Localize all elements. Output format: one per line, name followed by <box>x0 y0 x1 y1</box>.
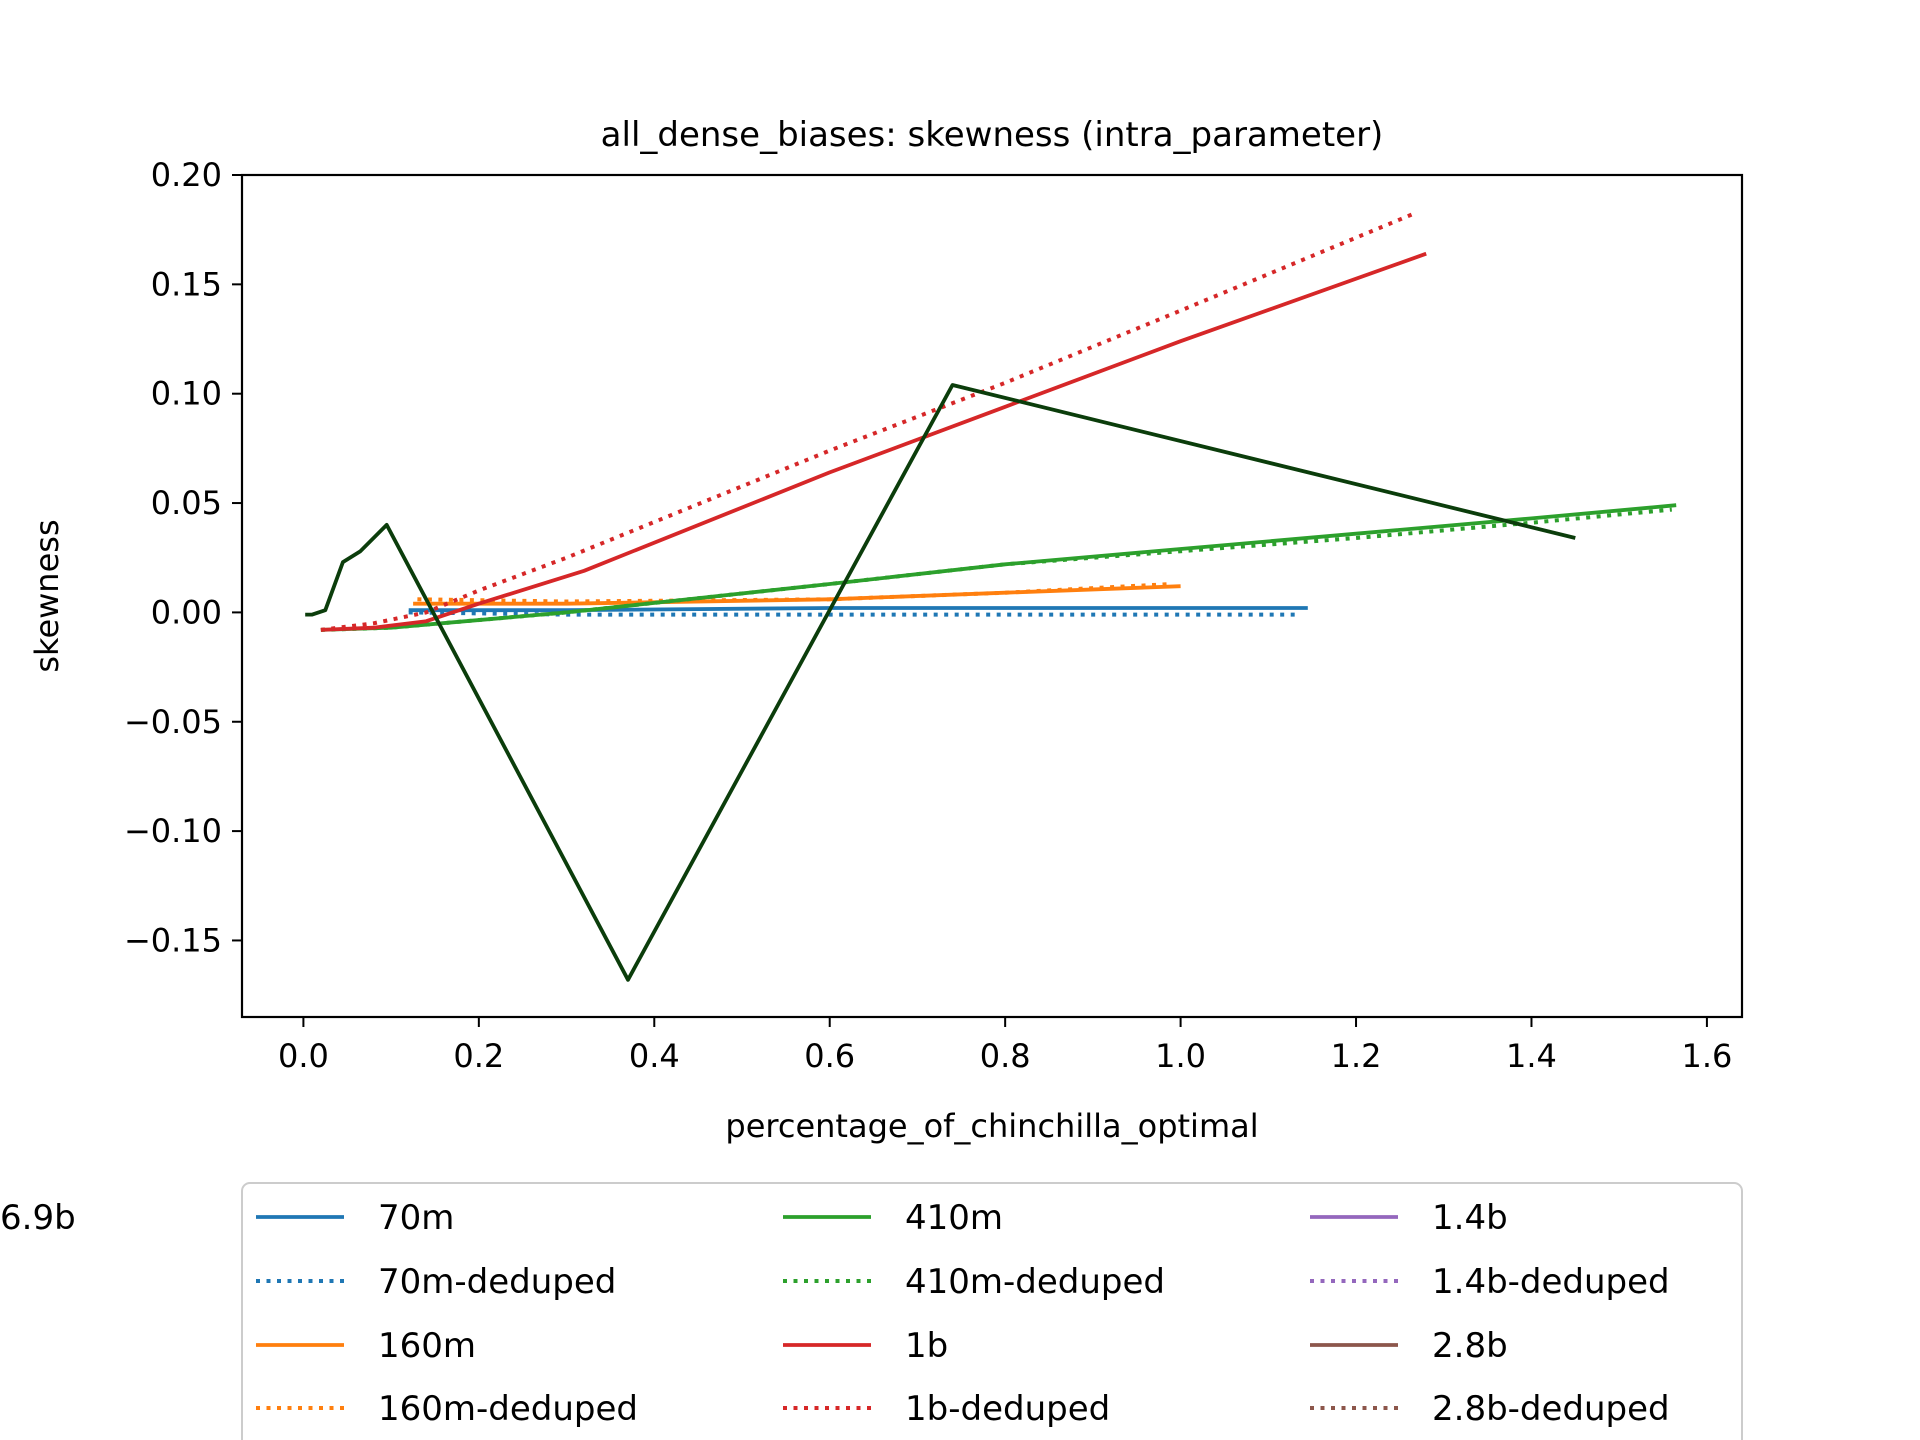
x-axis: 0.0 0.2 0.4 0.6 0.8 1.0 1.2 1.4 1.6 <box>278 1017 1732 1075</box>
y-tick-label: 0.05 <box>151 484 222 522</box>
x-tick-label: 0.8 <box>980 1037 1031 1075</box>
y-tick-label: 0.00 <box>151 593 222 631</box>
y-tick-label: 0.10 <box>151 375 222 413</box>
y-axis: 0.20 0.15 0.10 0.05 0.00 −0.05 −0.10 −0.15 <box>124 156 242 959</box>
legend-frame <box>241 1182 1743 1440</box>
x-tick-label: 1.2 <box>1331 1037 1382 1075</box>
legend-label-1.4b-deduped: 1.4b-deduped <box>1432 1262 1670 1302</box>
x-tick-label: 1.4 <box>1506 1037 1557 1075</box>
plot-frame <box>240 173 1744 1019</box>
y-tick-label: 0.20 <box>151 156 222 194</box>
series-line-70m-deduped <box>408 610 1299 617</box>
x-tick-label: 0.2 <box>453 1037 504 1075</box>
series-line-410m-deduped <box>320 507 1672 632</box>
x-tick-label: 1.0 <box>1155 1037 1206 1075</box>
x-tick-label: 0.0 <box>278 1037 329 1075</box>
x-tick-label: 0.6 <box>804 1037 855 1075</box>
legend-label-1b: 1b <box>905 1326 948 1366</box>
x-tick-label: 0.4 <box>629 1037 680 1075</box>
legend-label-2.8b: 2.8b <box>1432 1326 1508 1366</box>
y-tick-label: −0.15 <box>124 921 222 959</box>
y-tick-label: 0.15 <box>151 265 222 303</box>
series-line-160m-deduped <box>417 582 1172 604</box>
legend: 70m 70m-deduped 160m 160m-deduped 410m 410m-d… <box>0 1182 1743 1440</box>
y-tick-label: −0.10 <box>124 812 222 850</box>
legend-label-410m: 410m <box>905 1198 1003 1238</box>
x-axis-label: percentage_of_chinchilla_optimal <box>725 1107 1258 1145</box>
legend-label-70m-deduped: 70m-deduped <box>378 1262 616 1302</box>
series-layer <box>305 210 1677 982</box>
legend-label-1.4b: 1.4b <box>1432 1198 1508 1238</box>
series-line-1b <box>320 251 1427 632</box>
legend-label-70m: 70m <box>378 1198 454 1238</box>
legend-label-410m-deduped: 410m-deduped <box>905 1262 1165 1302</box>
legend-label-160m-deduped: 160m-deduped <box>378 1389 638 1429</box>
chart-title: all_dense_biases: skewness (intra_parame… <box>601 115 1384 155</box>
series-line-70m <box>408 606 1308 613</box>
series-line-6.9b <box>305 383 1576 982</box>
x-tick-label: 1.6 <box>1681 1037 1732 1075</box>
legend-label-160m: 160m <box>378 1326 476 1366</box>
legend-label-2.8b-deduped: 2.8b-deduped <box>1432 1389 1670 1429</box>
legend-label-6.9b: 6.9b <box>0 1198 76 1238</box>
legend-label-1b-deduped: 1b-deduped <box>905 1389 1110 1429</box>
y-axis-label: skewness <box>28 519 66 672</box>
y-tick-label: −0.05 <box>124 703 222 741</box>
